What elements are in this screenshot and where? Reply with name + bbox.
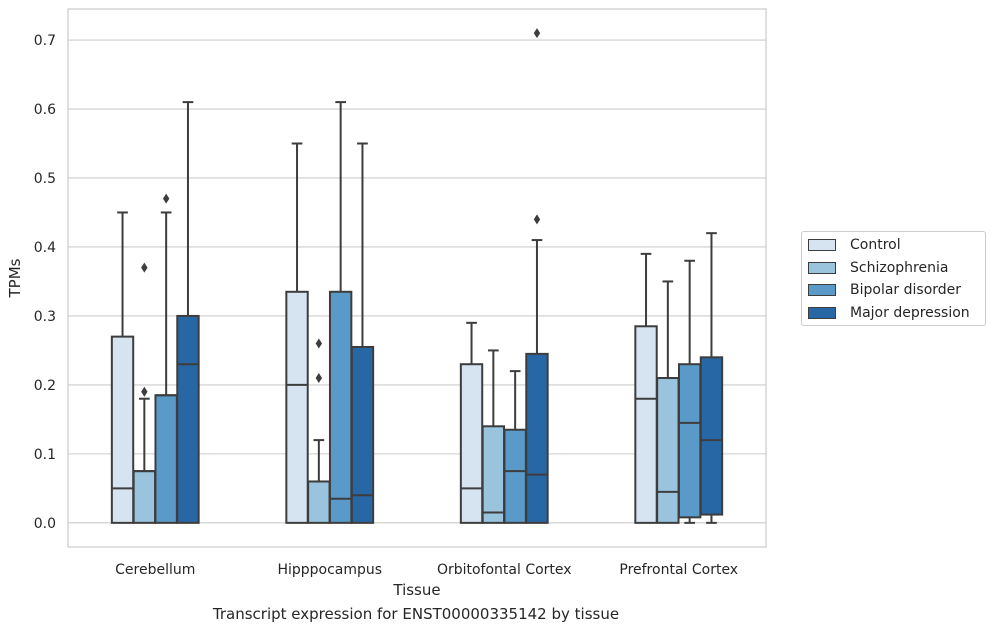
box-schizophrenia: [481, 349, 506, 524]
legend-label: Schizophrenia: [850, 259, 949, 276]
iqr-box: [481, 425, 506, 524]
legend: Control Schizophrenia Bipolar disorder Majo…: [801, 231, 986, 326]
box-major-depression: [525, 28, 549, 524]
x-axis-title: Tissue: [392, 581, 440, 599]
outlier-point: [533, 214, 541, 225]
y-tick-label: 0.0: [34, 516, 56, 532]
outlier-point: [533, 28, 541, 39]
iqr-box: [132, 470, 157, 524]
iqr-box: [503, 428, 527, 524]
outlier-point: [162, 193, 170, 204]
plot-frame: [67, 8, 767, 548]
iqr-box: [350, 345, 375, 524]
x-tick-label: Hipppocampus: [277, 562, 382, 578]
box-major-depression: [699, 232, 724, 524]
iqr-box: [677, 363, 702, 519]
legend-swatch: [808, 239, 836, 251]
y-tick-label: 0.7: [34, 33, 56, 49]
legend-swatch: [808, 261, 836, 274]
outlier-point: [141, 386, 148, 397]
x-tick-labels: Cerebellum Hipppocampus Orbitofontal Corte…: [115, 562, 738, 578]
y-tick-labels: 0.0 0.1 0.2 0.3 0.4 0.5 0.6 0.7: [34, 33, 56, 532]
x-tick-label: Prefrontal Cortex: [619, 562, 738, 578]
iqr-box: [634, 325, 658, 524]
iqr-box: [307, 480, 331, 524]
box-major-depression: [176, 101, 200, 524]
y-tick-label: 0.3: [34, 309, 56, 325]
iqr-box: [328, 290, 353, 524]
x-tick-label: Orbitofontal Cortex: [437, 562, 572, 578]
y-tick-label: 0.2: [34, 378, 56, 394]
legend-item: Major depression: [808, 303, 970, 323]
box-major-depression: [350, 142, 375, 524]
box-bipolar-disorder: [154, 193, 178, 524]
y-axis-title: TPMs: [6, 258, 24, 298]
legend-item: Bipolar disorder: [808, 280, 961, 300]
iqr-box: [285, 290, 309, 524]
box-bipolar-disorder: [328, 101, 353, 524]
y-tick-label: 0.4: [34, 240, 56, 256]
iqr-box: [154, 394, 178, 524]
legend-label: Control: [850, 237, 901, 253]
outlier-point: [315, 373, 323, 384]
outlier-point: [315, 338, 323, 349]
box-plot-chart: 0.0 0.1 0.2 0.3 0.4 0.5 0.6 0.7 Cerebellum Hippp…: [6, 8, 767, 599]
x-tick-label: Cerebellum: [115, 562, 195, 578]
box-control: [285, 142, 309, 524]
iqr-box: [110, 335, 135, 524]
y-tick-label: 0.1: [34, 447, 56, 463]
legend-swatch: [808, 284, 836, 296]
y-tick-label: 0.5: [34, 171, 56, 187]
iqr-box: [459, 363, 484, 524]
legend-item: Control: [808, 235, 901, 255]
iqr-box: [176, 314, 200, 524]
legend-item: Schizophrenia: [808, 258, 948, 278]
box-control: [110, 211, 135, 524]
outlier-point: [141, 262, 148, 273]
legend-label: Major depression: [850, 304, 970, 321]
chart-caption: Transcript expression for ENST0000033514…: [212, 605, 620, 623]
iqr-box: [656, 377, 680, 524]
iqr-box: [699, 356, 724, 516]
legend-label: Bipolar disorder: [850, 282, 962, 298]
iqr-box: [525, 352, 549, 524]
legend-swatch: [808, 306, 836, 319]
y-tick-label: 0.6: [34, 102, 56, 118]
box-plot-marks: [110, 28, 724, 524]
